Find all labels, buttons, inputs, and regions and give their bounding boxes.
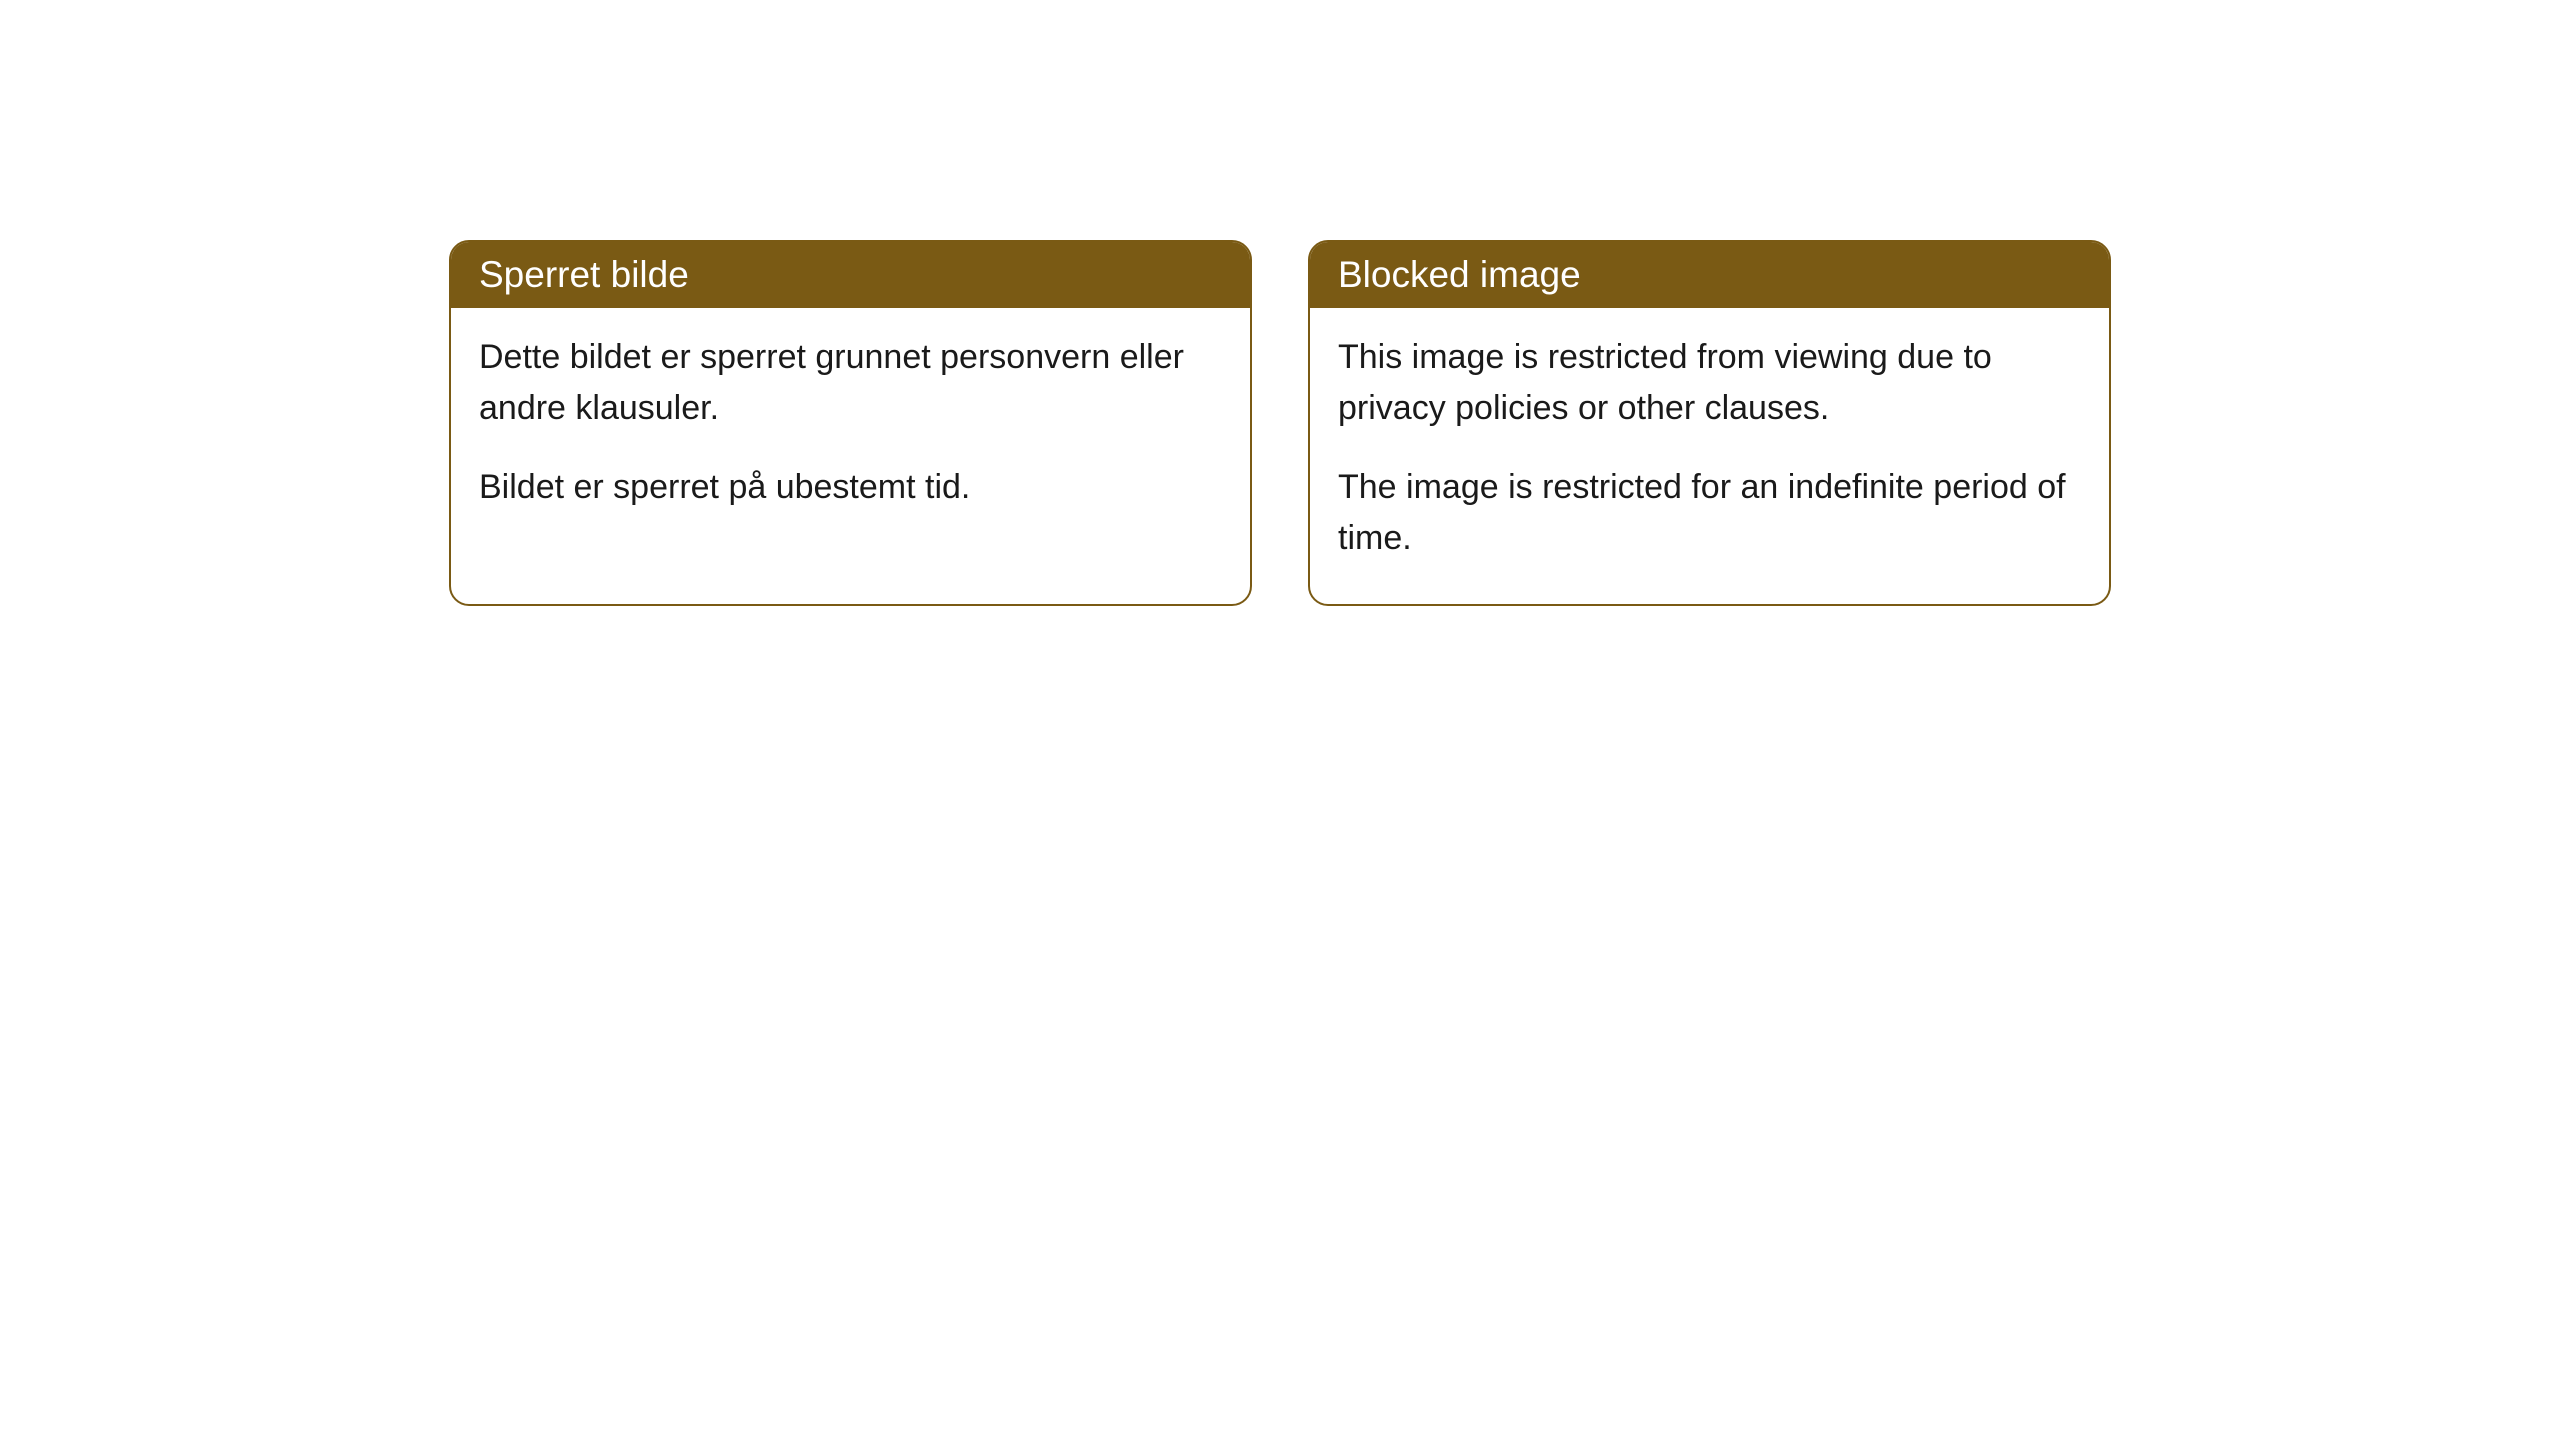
card-paragraph-2: Bildet er sperret på ubestemt tid. <box>479 462 1222 513</box>
card-english: Blocked image This image is restricted f… <box>1308 240 2111 606</box>
card-title: Sperret bilde <box>479 254 689 295</box>
card-header-english: Blocked image <box>1310 242 2109 308</box>
cards-container: Sperret bilde Dette bildet er sperret gr… <box>449 240 2111 606</box>
card-paragraph-1: This image is restricted from viewing du… <box>1338 332 2081 434</box>
card-body-norwegian: Dette bildet er sperret grunnet personve… <box>451 308 1250 553</box>
card-title: Blocked image <box>1338 254 1581 295</box>
card-paragraph-1: Dette bildet er sperret grunnet personve… <box>479 332 1222 434</box>
card-body-english: This image is restricted from viewing du… <box>1310 308 2109 604</box>
card-header-norwegian: Sperret bilde <box>451 242 1250 308</box>
card-paragraph-2: The image is restricted for an indefinit… <box>1338 462 2081 564</box>
card-norwegian: Sperret bilde Dette bildet er sperret gr… <box>449 240 1252 606</box>
